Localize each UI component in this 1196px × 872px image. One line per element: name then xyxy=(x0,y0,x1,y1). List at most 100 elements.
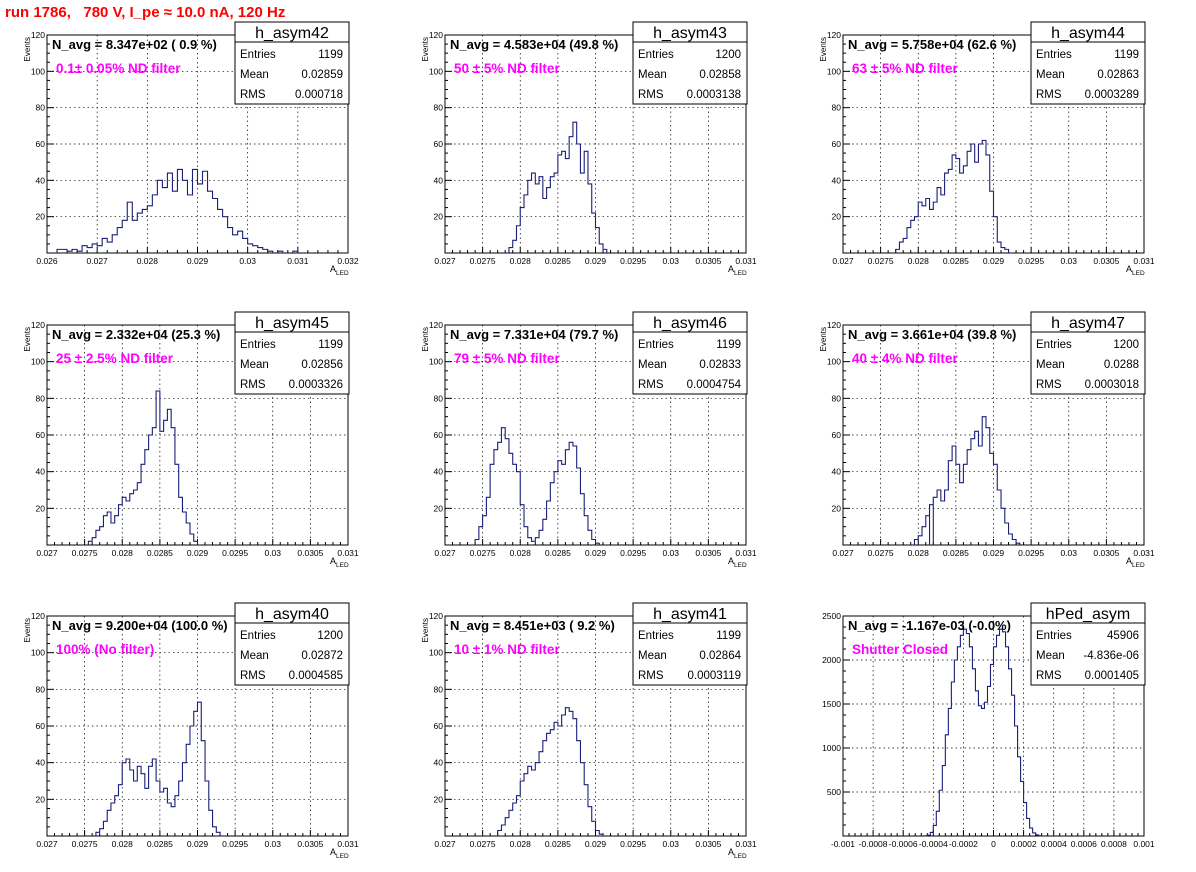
stats-value-rms: 0.000718 xyxy=(295,89,343,101)
x-tick-label: 0.029 xyxy=(585,256,607,266)
x-axis-label-sub: LED xyxy=(336,270,349,277)
filter-label: 100% (No filter) xyxy=(56,642,154,657)
x-tick-label: 0.029 xyxy=(187,256,209,266)
x-tick-label: 0.029 xyxy=(585,839,607,849)
stats-box: h_asym44 Entries 1199 Mean 0.02863 RMS 0.00032… xyxy=(1030,21,1146,105)
x-tick-label: 0.001 xyxy=(1133,839,1155,849)
y-tick-label: 60 xyxy=(36,139,46,149)
x-tick-label: 0.03 xyxy=(264,548,281,558)
stats-value-mean: 0.02856 xyxy=(301,359,343,371)
stats-body-box xyxy=(632,622,748,686)
stats-value-rms: 0.0003119 xyxy=(687,670,741,682)
x-tick-label: 0.028 xyxy=(137,256,159,266)
navg-label: N_avg = 5.758e+04 (62.6 %) xyxy=(848,37,1016,52)
y-tick-label: 100 xyxy=(429,357,443,367)
y-axis-label: Events xyxy=(819,37,828,61)
histogram-panel-hPed_asym: -0.001 -0.0008 -0.0006 -0.0004 -0.0002 0 0.000… xyxy=(822,602,1155,849)
y-tick-label: 120 xyxy=(827,30,841,40)
stats-label-entries: Entries xyxy=(240,339,276,351)
stats-value-entries: 1200 xyxy=(1113,339,1139,351)
stats-value-entries: 1199 xyxy=(716,339,741,351)
x-tick-label: 0.0004 xyxy=(1041,839,1067,849)
histogram-line xyxy=(497,707,604,836)
x-tick-label: -0.001 xyxy=(831,839,855,849)
navg-label: N_avg = 8.451e+03 ( 9.2 %) xyxy=(450,618,615,633)
histogram-line xyxy=(913,416,1021,545)
x-tick-label: 0.03 xyxy=(662,548,679,558)
y-tick-label: 2000 xyxy=(822,655,841,665)
x-axis-label-sub: LED xyxy=(734,853,747,860)
stats-value-mean: 0.02863 xyxy=(1097,69,1139,81)
stats-value-entries: 45906 xyxy=(1107,630,1139,642)
x-tick-label: 0.029 xyxy=(187,548,209,558)
x-axis-label-sub: LED xyxy=(336,853,349,860)
stats-label-mean: Mean xyxy=(240,69,269,81)
y-tick-label: 120 xyxy=(429,611,443,621)
plot-frame xyxy=(444,615,747,837)
stats-value-mean: 0.02859 xyxy=(301,69,343,81)
y-tick-label: 100 xyxy=(827,66,841,76)
x-tick-label: 0.0295 xyxy=(222,548,248,558)
x-tick-label: 0.032 xyxy=(337,256,359,266)
x-tick-label: 0.027 xyxy=(434,256,456,266)
x-tick-label: 0.0285 xyxy=(545,548,571,558)
y-tick-label: 40 xyxy=(832,467,842,477)
stats-label-rms: RMS xyxy=(1036,670,1062,682)
plot-frame xyxy=(842,34,1145,254)
y-tick-label: 60 xyxy=(434,721,444,731)
y-tick-label: 80 xyxy=(434,684,444,694)
x-axis-label-sub: LED xyxy=(734,270,747,277)
y-axis-label: Events xyxy=(23,327,32,351)
stats-value-rms: 0.0003289 xyxy=(1085,89,1139,101)
y-tick-label: 120 xyxy=(31,30,45,40)
x-tick-label: 0.03 xyxy=(239,256,256,266)
y-tick-label: 80 xyxy=(36,684,46,694)
x-tick-label: 0.03 xyxy=(662,256,679,266)
filter-label: 0.1± 0.05% ND filter xyxy=(56,61,181,76)
plot-frame xyxy=(444,324,747,546)
histogram-name: hPed_asym xyxy=(1046,606,1131,623)
stats-value-mean: 0.02872 xyxy=(301,650,343,662)
x-tick-label: 0.03 xyxy=(662,839,679,849)
y-axis-label: Events xyxy=(23,37,32,61)
stats-value-mean: -4.836e-06 xyxy=(1083,650,1139,662)
y-tick-label: 60 xyxy=(434,430,444,440)
stats-body-box xyxy=(1030,41,1146,105)
y-tick-label: 20 xyxy=(434,212,444,222)
stats-value-rms: 0.0003326 xyxy=(289,379,343,391)
y-tick-label: 20 xyxy=(36,503,46,513)
y-tick-label: 80 xyxy=(36,393,46,403)
stats-box: h_asym41 Entries 1199 Mean 0.02864 RMS 0.00031… xyxy=(632,602,748,686)
stats-label-entries: Entries xyxy=(638,339,674,351)
x-tick-label: 0 xyxy=(991,839,996,849)
x-axis-label-sub: LED xyxy=(336,562,349,569)
histogram-panel-h_asym41: 0.027 0.0275 0.028 0.0285 0.029 0.0295 0.03 0.0… xyxy=(421,602,757,860)
stats-value-rms: 0.0004754 xyxy=(687,379,742,391)
y-tick-label: 500 xyxy=(827,787,841,797)
x-tick-label: 0.0275 xyxy=(868,256,894,266)
stats-box: h_asym43 Entries 1200 Mean 0.02858 RMS 0.00031… xyxy=(632,21,748,105)
x-tick-label: 0.027 xyxy=(434,839,456,849)
x-tick-label: 0.0305 xyxy=(1093,256,1119,266)
stats-value-entries: 1199 xyxy=(318,339,343,351)
x-tick-label: 0.028 xyxy=(510,839,532,849)
y-tick-label: 80 xyxy=(36,103,46,113)
x-tick-label: 0.031 xyxy=(735,839,757,849)
navg-label: N_avg = -1.167e-03 (-0.0%) xyxy=(848,618,1011,633)
histogram-name: h_asym46 xyxy=(653,315,727,332)
histogram-name: h_asym43 xyxy=(653,25,727,42)
stats-box: h_asym47 Entries 1200 Mean 0.0288 RMS 0.000301… xyxy=(1030,311,1146,395)
y-tick-label: 20 xyxy=(36,212,46,222)
x-tick-label: 0.028 xyxy=(112,548,134,558)
stats-value-mean: 0.02833 xyxy=(699,359,741,371)
x-tick-label: -0.0002 xyxy=(949,839,978,849)
x-axis-label-sub: LED xyxy=(1132,562,1145,569)
stats-body-box xyxy=(234,41,350,105)
filter-label: 10 ± 1% ND filter xyxy=(454,642,560,657)
x-tick-label: 0.0305 xyxy=(695,839,721,849)
histogram-line xyxy=(95,701,221,836)
x-tick-label: 0.0006 xyxy=(1071,839,1097,849)
histogram-panel-h_asym47: 0.027 0.0275 0.028 0.0285 0.029 0.0295 0.03 0.0… xyxy=(819,311,1155,569)
x-tick-label: 0.0008 xyxy=(1101,839,1127,849)
